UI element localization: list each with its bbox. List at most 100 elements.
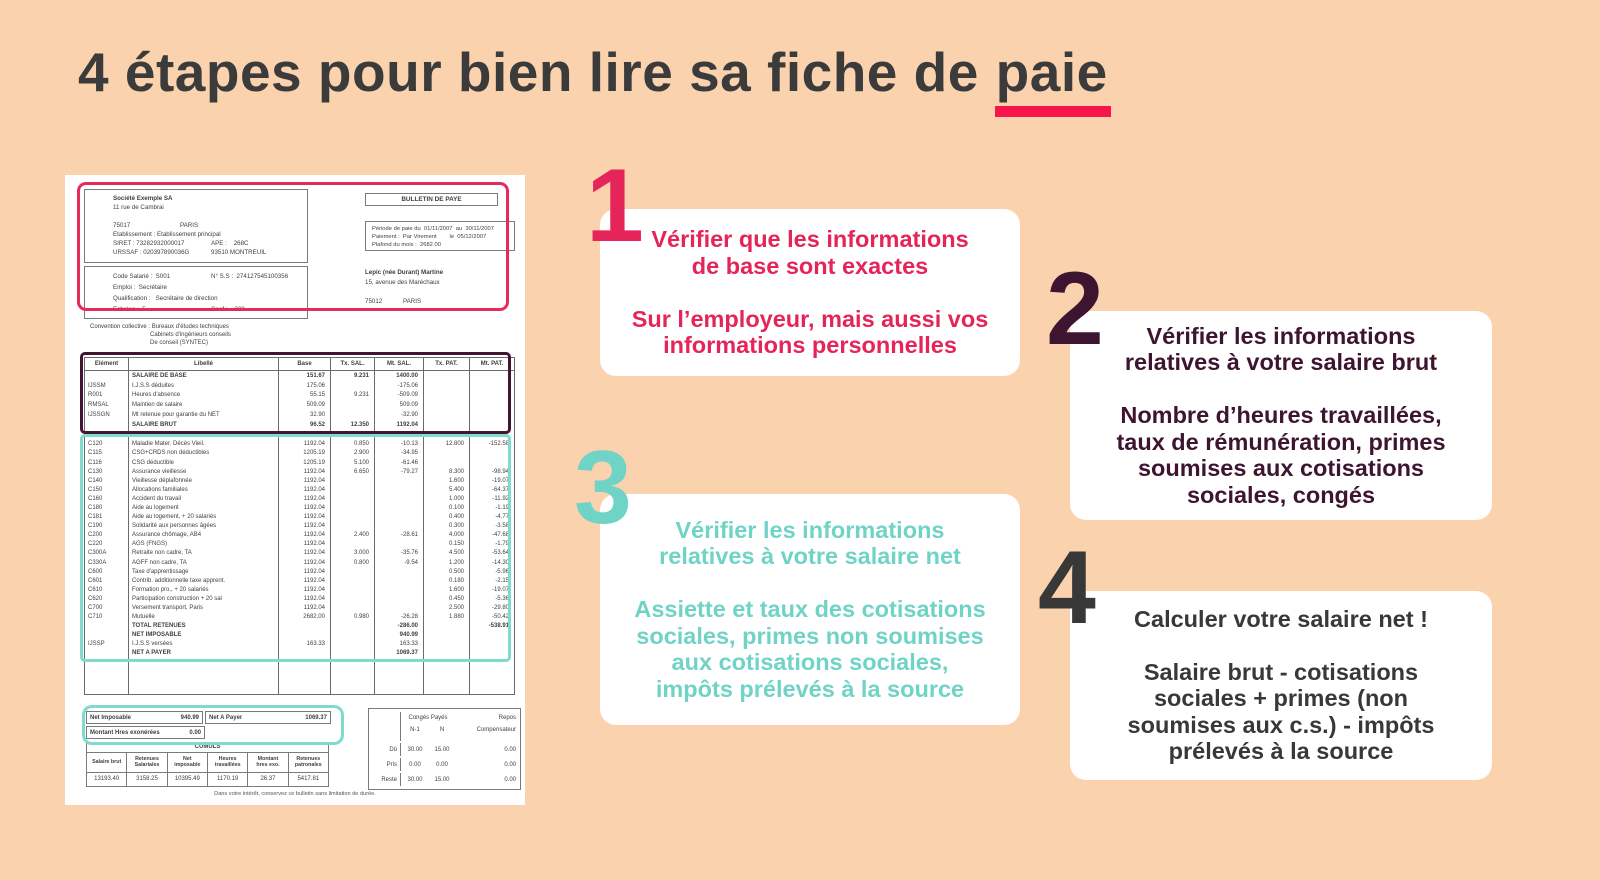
table-cell [375, 658, 424, 695]
table-cell [470, 410, 514, 420]
table-cell: C700 [85, 603, 129, 613]
table-cell: 1205.19 [279, 448, 331, 458]
table-cell: 1192.04 [279, 503, 331, 513]
table-cell: -509.09 [375, 390, 424, 401]
spacer [365, 288, 515, 297]
cumuls-values-row: 13193.40 3158.25 10395.49 1170.19 26.37 5417.… [87, 773, 328, 786]
table-cell [85, 371, 129, 381]
table-row: C181 Aide au logement, + 20 salariés 1192.… [85, 512, 514, 522]
table-cell: 0.180 [424, 576, 470, 586]
table-cell: C200 [85, 530, 129, 540]
hres-exonerees-value: 0.00 [189, 729, 201, 736]
salarie-echelon: Echelon : 5 [113, 306, 146, 313]
table-cell: -11.92 [492, 495, 509, 502]
title-text: 4 étapes pour bien lire sa fiche de [78, 41, 995, 103]
table-cell: Mutuelle [129, 612, 279, 622]
table-cell: -1.19 [495, 504, 509, 511]
conges-cell [369, 712, 401, 724]
table-row: C190 Solidarité aux personnes âgées 1192.0… [85, 521, 514, 531]
table-cell [375, 494, 424, 504]
table-cell: C601 [85, 576, 129, 586]
table-cell: TOTAL RETENUES [129, 621, 279, 631]
table-cell [375, 603, 424, 613]
col-header: Elément [85, 358, 129, 370]
table-cell: 2.400 [331, 530, 375, 540]
employer-ape: APE : 268C [211, 240, 249, 247]
step-1-title: Vérifier que les informations de base so… [651, 226, 969, 279]
table-cell: -14.30 [491, 559, 509, 566]
employee-name: Lepic (née Durant) Martine [365, 269, 444, 276]
table-cell: -19.07 [491, 477, 509, 484]
conges-table: Congés Payés Repos N-1 N Compensateur Dû… [368, 708, 521, 790]
table-cell [375, 567, 424, 577]
table-cell: 1.000 [424, 494, 470, 504]
table-cell: -538.91 [488, 623, 509, 630]
table-cell: 151.67 [279, 371, 331, 381]
table-cell [470, 649, 514, 658]
cumuls-value-cell: 1170.19 [208, 773, 249, 786]
table-cell [424, 390, 470, 401]
table-cell: 175.06 [279, 380, 331, 391]
table-cell: -4.77 [495, 514, 509, 521]
table-cell: 8.300 [424, 467, 470, 477]
step-1-number: 1 [586, 148, 644, 264]
step-3-body: Assiette et taux des cotisations sociale… [634, 595, 986, 702]
col-header: Mt. PAT. [480, 361, 504, 367]
employer-urssaf: URSSAF : 020397890036G [113, 249, 190, 256]
employer-box: Société Exemple SA 11 rue de Cambrai 750… [84, 189, 308, 263]
table-cell: 0.980 [331, 612, 375, 622]
conges-row: Pris 0.00 0.00 0.00 [369, 758, 520, 771]
table-cell: 1192.04 [279, 467, 331, 477]
table-cell: C600 [85, 567, 129, 577]
table-row: C150 Allocations familiales 1192.04 5.400 -6… [85, 485, 514, 495]
table-row: IJSSM I.J.S.S déduites 175.06 -175.06 [85, 380, 514, 391]
table-cell [331, 429, 375, 440]
table-row [85, 429, 514, 440]
pay-table-header: Elément Libellé Base Tx. SAL. Mt. SAL. T… [85, 358, 514, 371]
step-2-body: Nombre d’heures travaillées, taux de rém… [1116, 401, 1446, 508]
table-cell: 1192.04 [279, 558, 331, 568]
table-cell: 1192.04 [279, 567, 331, 577]
table-cell: IJSSP [85, 639, 129, 649]
table-cell: C620 [85, 594, 129, 604]
spacer [369, 736, 520, 741]
table-cell: Maladie Mater. Décès Vieil. [129, 439, 279, 449]
convention-line: Convention collective : Bureaux d'études… [90, 324, 229, 330]
table-row: C700 Versement transport, Paris 1192.04 2.5… [85, 603, 514, 613]
conges-cell: 30.00 [407, 746, 423, 753]
net-a-payer-box: Net A Payer 1069.37 [205, 711, 331, 724]
table-cell [375, 512, 424, 522]
table-cell [331, 494, 375, 504]
table-cell: 5.100 [331, 457, 375, 468]
table-cell [470, 631, 514, 640]
table-cell: Solidarité aux personnes âgées [129, 521, 279, 531]
conges-repos-label: Repos [498, 715, 516, 721]
conges-cell: 30.00 [407, 776, 423, 783]
table-cell [470, 640, 514, 649]
step-3-number: 3 [574, 430, 632, 546]
table-cell [331, 485, 375, 495]
table-cell: 3.000 [331, 548, 375, 558]
conges-subheader-row: N-1 N Compensateur [369, 724, 520, 736]
table-cell: Mt retenue pour garantie du NET [129, 410, 279, 420]
net-imposable-label: Net Imposable [90, 714, 132, 721]
table-row: IJSSP I.J.S.S versées 163.33 163.33 [85, 639, 514, 649]
convention-block: Convention collective : Bureaux d'études… [90, 323, 231, 347]
hres-exonerees-box: Montant Hres exonérées 0.00 [86, 726, 205, 739]
table-cell: -5.96 [495, 568, 509, 575]
table-cell: Contrib. additionnelle taxe apprent. [129, 576, 279, 586]
table-row: NET IMPOSABLE 940.99 [85, 630, 514, 640]
table-cell: C181 [85, 512, 129, 522]
conges-body: Dû 30.00 15.00 0.00 Pris 0.00 0.00 0.00 Reste 30.… [369, 743, 520, 786]
table-cell: -29.80 [491, 605, 509, 612]
table-cell [470, 458, 514, 467]
table-cell [331, 380, 375, 391]
table-cell [424, 630, 470, 640]
table-cell: 0.800 [331, 558, 375, 568]
table-cell: -64.37 [491, 486, 509, 493]
table-cell [331, 658, 375, 695]
table-cell [424, 400, 470, 411]
table-cell [85, 648, 129, 659]
table-cell [424, 648, 470, 659]
table-cell: -50.42 [491, 614, 509, 621]
